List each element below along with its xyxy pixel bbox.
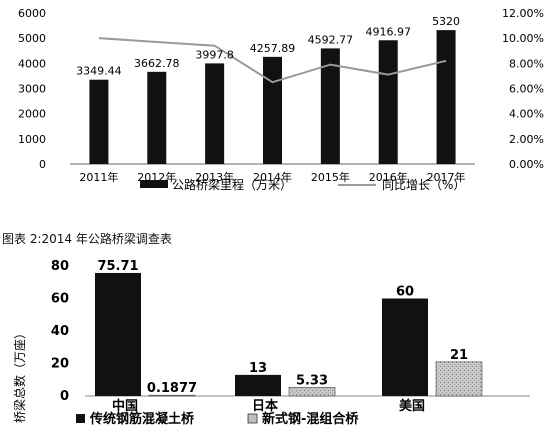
y-tick-label: 0 (60, 389, 69, 404)
bar (95, 272, 141, 396)
bridge-mileage-chart: 0 1000 2000 3000 4000 5000 6000 0.00% 2.00% 4.00… (18, 7, 544, 192)
bars-group (95, 272, 483, 397)
y-tick-label: 1000 (18, 133, 46, 146)
y-tick-label: 4000 (18, 57, 46, 70)
bar (235, 374, 281, 396)
bar-value-label: 13 (249, 361, 267, 376)
left-y-axis: 0 1000 2000 3000 4000 5000 6000 (18, 7, 46, 171)
bar-value-label: 3997.8 (195, 48, 234, 61)
y-tick-label: 5000 (18, 32, 46, 45)
y-tick-label: 2000 (18, 108, 46, 121)
legend-series1-swatch (76, 414, 85, 423)
x-tick-label: 2015年 (311, 170, 350, 184)
y-tick-label: 60 (51, 292, 69, 307)
data-labels: 75.71 0.1877 13 5.33 60 21 (97, 259, 468, 396)
bar-value-label: 60 (396, 285, 414, 300)
y-tick-label: 6000 (18, 7, 46, 20)
growth-line (98, 37, 447, 84)
x-tick-label: 2016年 (369, 170, 408, 184)
y-tick-label: 3000 (18, 83, 46, 96)
bar-value-label: 5320 (432, 15, 460, 28)
legend-bar-label: 公路桥梁里程（万米） (172, 177, 292, 192)
bar (378, 40, 398, 164)
y-tick-label: 20 (51, 357, 69, 372)
bar-value-label: 3662.78 (134, 57, 180, 70)
bar (436, 30, 456, 165)
legend-series1-label: 传统钢筋混凝土桥 (89, 411, 195, 427)
bar-value-label: 3349.44 (76, 65, 122, 78)
x-tick-label: 中国 (112, 398, 138, 414)
bar (148, 394, 196, 397)
y2-tick-label: 12.00% (502, 7, 544, 20)
bar-value-label: 0.1877 (147, 381, 197, 396)
bar-value-label: 5.33 (296, 373, 328, 388)
y-axis-label: 桥梁总数（万座） (12, 327, 27, 423)
legend: 公路桥梁里程（万米） 同比增长（%） (140, 177, 465, 192)
right-y-axis: 0.00% 2.00% 4.00% 6.00% 8.00% 10.00% 12.00% (502, 7, 544, 171)
bar (147, 71, 167, 164)
x-tick-label: 2011年 (79, 170, 118, 184)
legend: 传统钢筋混凝土桥 新式钢-混组合桥 (76, 411, 359, 427)
bar-value-label: 4257.89 (250, 42, 296, 55)
bar (288, 387, 336, 397)
x-tick-label: 日本 (252, 398, 278, 414)
bar-value-label: 4592.77 (308, 33, 354, 46)
bar-value-label: 21 (450, 348, 468, 363)
legend-bar-swatch (140, 180, 168, 188)
y2-tick-label: 0.00% (509, 158, 544, 171)
legend-series2-label: 新式钢-混组合桥 (262, 411, 359, 427)
bar (435, 361, 483, 397)
data-labels: 3349.44 3662.78 3997.8 4257.89 4592.77 4916.9… (76, 15, 460, 78)
bar (382, 298, 428, 396)
bar-value-label: 75.71 (97, 259, 138, 274)
y2-tick-label: 10.00% (502, 32, 544, 45)
bars-group (89, 30, 456, 165)
y2-tick-label: 2.00% (509, 133, 544, 146)
bar (263, 56, 282, 164)
x-tick-label: 2017年 (427, 170, 466, 184)
y-tick-label: 0 (39, 158, 46, 171)
y2-tick-label: 6.00% (509, 83, 544, 96)
y-tick-label: 40 (51, 324, 69, 339)
bar (320, 48, 340, 165)
x-tick-label: 2014年 (253, 170, 292, 184)
y2-tick-label: 8.00% (509, 57, 544, 70)
bar (205, 63, 225, 164)
bridge-survey-chart: 桥梁总数（万座） 0 20 40 60 80 75.71 0.1877 13 5.33 60 21… (12, 259, 530, 427)
x-tick-label: 2013年 (195, 170, 234, 184)
legend-series2-swatch (247, 413, 258, 424)
x-tick-labels: 中国 日本 美国 (112, 398, 425, 414)
bar (89, 79, 109, 164)
y-axis: 0 20 40 60 80 (51, 259, 69, 404)
legend-line-label: 同比增长（%） (382, 178, 465, 192)
bar-value-label: 4916.97 (365, 25, 411, 38)
y2-tick-label: 4.00% (509, 108, 544, 121)
chart2-caption: 图表 2:2014 年公路桥梁调查表 (2, 232, 172, 246)
y-tick-label: 80 (51, 259, 69, 274)
x-tick-label: 美国 (399, 398, 425, 414)
x-tick-labels: 2011年 2012年 2013年 2014年 2015年 2016年 2017年 (79, 170, 465, 184)
